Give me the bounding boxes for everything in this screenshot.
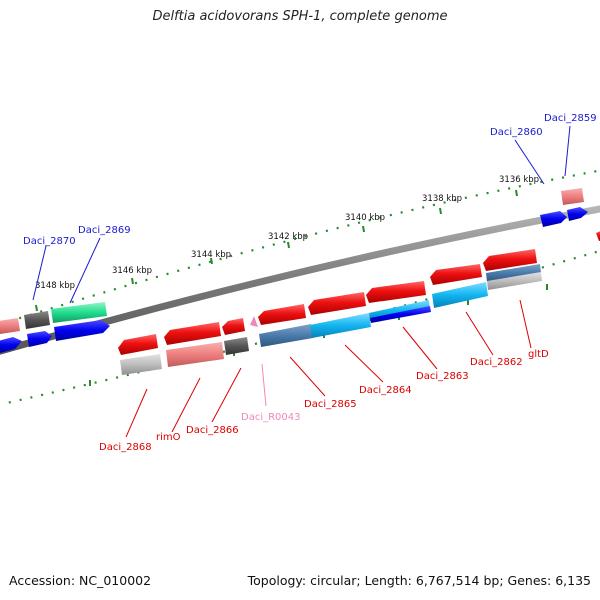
topology-text: Topology: circular; Length: 6,767,514 bp…: [247, 573, 591, 588]
gene-arrow-blue: [27, 331, 52, 347]
reverse-strand-genes: [118, 249, 542, 375]
scale-label: 3142 kbp: [268, 232, 308, 242]
gene-block-green: [51, 302, 107, 323]
gene-label: Daci_2863: [416, 371, 469, 382]
accession-text: Accession: NC_010002: [9, 573, 152, 588]
gene-label: Daci_2865: [304, 399, 357, 410]
gene-arrow-red: [118, 334, 158, 355]
scale-label: 3144 kbp: [191, 250, 231, 260]
gene-label: Daci_2864: [359, 385, 412, 396]
scale-label: 3138 kbp: [422, 194, 462, 204]
forward-strand-genes: [0, 188, 600, 353]
gene-arrow-red: [164, 322, 221, 345]
reverse-leader-lines: [125, 299, 532, 438]
scale-labels: 3136 kbp 3138 kbp 3140 kbp 3142 kbp 3144…: [35, 175, 539, 291]
gene-arrow-red: [596, 231, 600, 241]
gene-block-darkgray: [224, 337, 249, 355]
gene-label: Daci_2862: [470, 357, 523, 368]
scale-label: 3140 kbp: [345, 213, 385, 223]
gene-label: Daci_2860: [490, 127, 543, 138]
gene-block-blue: [370, 306, 431, 323]
gene-block-pink: [561, 188, 584, 205]
gene-arrow-rna: [250, 316, 258, 327]
scale-label: 3146 kbp: [112, 266, 152, 276]
gene-arrow-blue: [540, 211, 567, 227]
gene-arrow-red: [258, 304, 306, 325]
scale-label: 3136 kbp: [499, 175, 539, 185]
gene-block-cyan: [432, 282, 488, 308]
gene-block-pink: [0, 318, 20, 334]
gene-label: Daci_2870: [23, 236, 76, 247]
gene-arrow-red: [222, 318, 245, 335]
forward-leader-lines: [32, 125, 571, 304]
gene-block-lightgray: [120, 354, 162, 375]
gene-arrow-red: [366, 281, 426, 303]
gene-label: Daci_2869: [78, 225, 131, 236]
gene-arrow-red: [483, 249, 537, 271]
reverse-gene-labels: Daci_2862 gltD Daci_2863 Daci_2864 Daci_…: [99, 349, 549, 453]
gene-block-steel: [486, 264, 541, 282]
map-title: Delftia acidovorans SPH-1, complete geno…: [152, 9, 448, 24]
gene-label: Daci_2859: [544, 113, 597, 124]
scale-label: 3148 kbp: [35, 281, 75, 291]
gene-arrow-blue: [567, 207, 588, 221]
gene-arrow-blue: [0, 337, 22, 353]
gene-label: gltD: [528, 349, 549, 360]
gene-label: Daci_R0043: [241, 412, 301, 423]
gene-block-lightgray: [487, 272, 542, 290]
outer-major-ticks: [35, 189, 518, 312]
outer-scale-ring: [0, 169, 600, 326]
gene-block-cyan: [310, 313, 371, 338]
gene-arrow-red: [430, 264, 482, 285]
gene-block-darkgray: [24, 311, 50, 329]
gene-label: rimO: [156, 432, 181, 443]
gene-block-pink: [166, 342, 224, 367]
gene-arrow-red: [308, 292, 366, 315]
gene-label: Daci_2868: [99, 442, 152, 453]
gene-arrow-blue: [54, 320, 110, 341]
forward-gene-labels: Daci_2859 Daci_2860 Daci_2869 Daci_2870: [23, 113, 597, 247]
gene-label: Daci_2866: [186, 425, 239, 436]
gene-block-steel: [259, 324, 313, 347]
